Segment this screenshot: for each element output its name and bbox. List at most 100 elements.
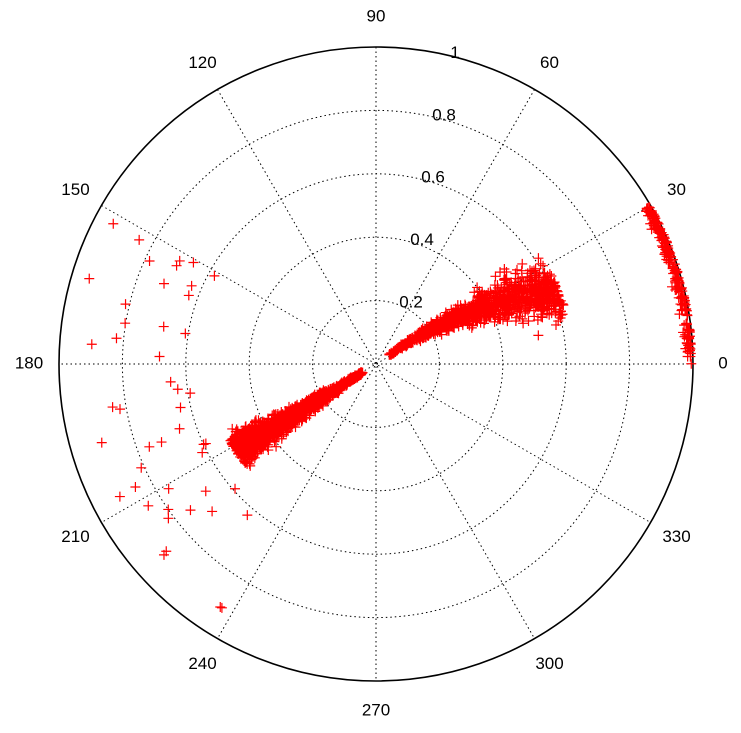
data-point (528, 295, 539, 306)
data-point (675, 292, 686, 303)
data-point (249, 443, 260, 454)
data-point (185, 388, 196, 399)
data-point (292, 412, 303, 423)
data-point (180, 328, 191, 339)
angle-tick-label-270: 270 (362, 700, 390, 719)
data-point (483, 287, 494, 298)
data-point (469, 287, 480, 298)
data-point (541, 297, 552, 308)
data-point (678, 327, 689, 338)
data-point (531, 288, 542, 299)
data-point (660, 244, 671, 255)
data-point (286, 405, 297, 416)
data-point (499, 263, 510, 274)
data-point (533, 330, 544, 341)
data-point (471, 312, 482, 323)
data-point (483, 309, 494, 320)
radial-tick-label-0.2: 0.2 (399, 293, 423, 312)
data-point (156, 437, 167, 448)
data-point (159, 278, 170, 289)
data-point (477, 291, 488, 302)
grid-circle-3 (121, 109, 631, 619)
data-point (144, 441, 155, 452)
data-point (320, 389, 331, 400)
data-point (446, 304, 457, 315)
angle-tick-label-240: 240 (188, 654, 216, 673)
data-point (248, 436, 259, 447)
data-point (291, 404, 302, 415)
data-point (511, 264, 522, 275)
data-point (234, 448, 245, 459)
data-point (197, 447, 208, 458)
data-point (684, 325, 695, 336)
data-point (246, 432, 257, 443)
data-point (492, 280, 503, 291)
data-point (310, 394, 321, 405)
grid-circles (121, 109, 631, 619)
data-point (480, 299, 491, 310)
data-point (681, 318, 692, 329)
angle-tick-label-210: 210 (61, 527, 89, 546)
data-point (283, 411, 294, 422)
angle-tick-label-90: 90 (367, 6, 386, 25)
data-point (185, 505, 196, 516)
radial-tick-labels: 0.2 0.4 0.6 0.8 1 (399, 43, 460, 312)
data-point (306, 404, 317, 415)
data-point (516, 265, 527, 276)
data-point (158, 321, 169, 332)
data-point (333, 388, 344, 399)
data-point (476, 292, 487, 303)
data-point (659, 249, 670, 260)
data-point (108, 218, 119, 229)
data-point (542, 286, 553, 297)
data-point (458, 312, 469, 323)
data-point (230, 483, 241, 494)
data-point (482, 303, 493, 314)
data-point (262, 436, 273, 447)
data-point (200, 438, 211, 449)
data-point (175, 402, 186, 413)
data-point (498, 287, 509, 298)
data-point (509, 279, 520, 290)
data-point (502, 316, 513, 327)
data-point (520, 300, 531, 311)
data-point (200, 486, 211, 497)
data-point (228, 441, 239, 452)
data-point (238, 450, 249, 461)
data-point (172, 384, 183, 395)
angle-tick-label-0: 0 (718, 353, 727, 372)
data-point (464, 302, 475, 313)
data-point (511, 312, 522, 323)
data-point (143, 500, 154, 511)
data-point (300, 397, 311, 408)
data-point (533, 272, 544, 283)
data-point (680, 304, 691, 315)
data-point (165, 376, 176, 387)
angle-tick-label-180: 180 (15, 353, 43, 372)
data-point (246, 450, 257, 461)
angle-tick-label-120: 120 (188, 53, 216, 72)
data-point (510, 286, 521, 297)
data-point (494, 309, 505, 320)
data-point (505, 299, 516, 310)
angle-tick-label-300: 300 (535, 654, 563, 673)
data-point (499, 273, 510, 284)
data-point (536, 305, 547, 316)
data-point (436, 321, 447, 332)
data-point (331, 383, 342, 394)
data-point (107, 402, 118, 413)
radial-tick-label-0.8: 0.8 (432, 105, 456, 124)
data-point (188, 257, 199, 268)
data-point (524, 283, 535, 294)
data-point (174, 423, 185, 434)
data-point (669, 259, 680, 270)
data-point (472, 316, 483, 327)
data-point (114, 491, 125, 502)
data-point (544, 309, 555, 320)
angle-tick-label-30: 30 (667, 180, 686, 199)
data-point (516, 286, 527, 297)
data-point (84, 273, 95, 284)
data-point (281, 412, 292, 423)
data-point (499, 296, 510, 307)
